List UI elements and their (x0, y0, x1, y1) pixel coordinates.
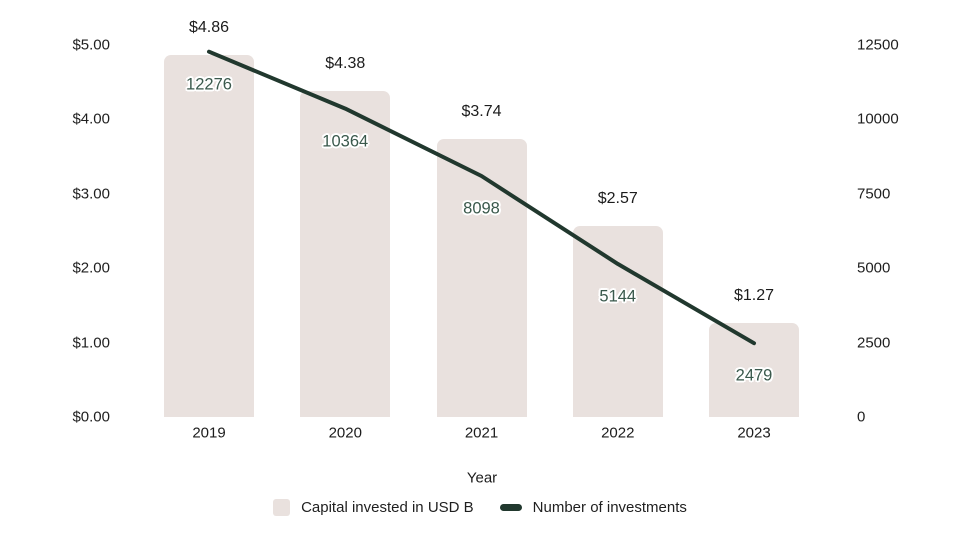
legend: Capital invested in USD B Number of inve… (0, 496, 960, 518)
x-axis-label-2021: 2021 (464, 424, 499, 442)
line-point-label: 10364 (322, 132, 369, 151)
x-axis-label-2020: 2020 (328, 424, 362, 442)
left-axis-tick: $4.00 (72, 110, 110, 128)
line-swatch-icon (499, 503, 522, 511)
legend-label-capital-invested: Capital invested in USD B (301, 498, 474, 516)
bar-value-label: $4.38 (325, 55, 366, 73)
left-axis-tick: $2.00 (72, 259, 110, 277)
right-axis-tick: 2500 (857, 334, 891, 352)
line-point-label: 8098 (463, 199, 500, 218)
x-axis-label-2019: 2019 (192, 424, 226, 442)
line-point-label: 2479 (735, 366, 773, 385)
right-axis-tick: 7500 (857, 185, 891, 203)
left-axis-tick: $1.00 (72, 334, 110, 352)
x-axis-label-2023: 2023 (737, 424, 771, 442)
right-axis-tick: 12500 (857, 36, 899, 54)
left-axis-tick: $5.00 (72, 36, 110, 54)
bar-value-label: $3.74 (461, 102, 502, 120)
bar-swatch-icon (273, 498, 291, 516)
left-axis-tick: $3.00 (72, 185, 110, 203)
line-point-label: 12276 (186, 75, 232, 94)
right-axis-tick: 5000 (857, 259, 891, 277)
right-axis-tick: 10000 (857, 110, 899, 128)
line-point-label: 5144 (599, 287, 637, 306)
x-axis-title: Year (466, 469, 498, 487)
x-axis-label-2022: 2022 (601, 424, 635, 442)
bar-value-label: $1.27 (733, 286, 775, 304)
bar-2021[interactable] (436, 138, 527, 417)
bar-2022[interactable] (572, 225, 663, 417)
right-axis-tick: 0 (857, 408, 866, 426)
left-axis-tick: $0.00 (72, 408, 110, 426)
legend-label-number-of-investments: Number of investments (532, 498, 687, 516)
bar-2019[interactable] (164, 55, 254, 417)
legend-item-number-of-investments[interactable]: Number of investments (499, 498, 687, 516)
bar-value-label: $4.86 (188, 19, 230, 37)
bar-value-label: $2.57 (597, 189, 638, 207)
legend-item-capital-invested[interactable]: Capital invested in USD B (273, 498, 474, 516)
